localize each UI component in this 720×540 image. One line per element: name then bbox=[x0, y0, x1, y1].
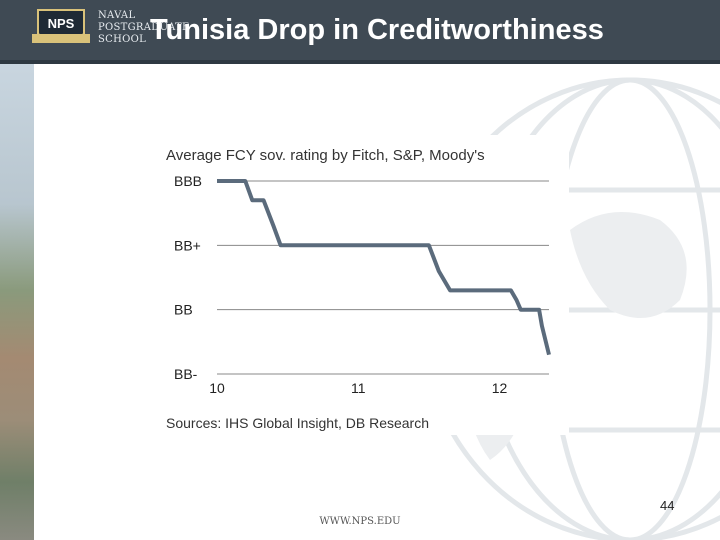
slide-header: NPS NAVAL POSTGRADUATE SCHOOL Tunisia Dr… bbox=[0, 0, 720, 60]
school-line-2: POSTGRADUATE bbox=[98, 22, 190, 33]
y-tick-label: BB- bbox=[174, 366, 198, 382]
nps-shield-logo: NPS bbox=[32, 9, 90, 43]
logo-text: NPS bbox=[48, 16, 75, 31]
header-divider bbox=[0, 60, 720, 64]
y-tick-label: BB+ bbox=[174, 237, 201, 253]
series-line bbox=[217, 179, 551, 356]
rating-line-chart: Average FCY sov. rating by Fitch, S&P, M… bbox=[166, 147, 551, 431]
chart-panel: Average FCY sov. rating by Fitch, S&P, M… bbox=[153, 135, 569, 435]
footer-website: WWW.NPS.EDU bbox=[319, 516, 401, 527]
campus-photo-strip bbox=[0, 60, 34, 540]
school-line-3: SCHOOL bbox=[98, 34, 147, 45]
school-line-1: NAVAL bbox=[98, 10, 136, 21]
x-tick-label: 12 bbox=[492, 380, 508, 396]
school-name: NAVAL POSTGRADUATE SCHOOL bbox=[98, 10, 190, 46]
x-tick-label: 10 bbox=[209, 380, 225, 396]
slide-title: Tunisia Drop in Creditworthiness bbox=[150, 14, 604, 46]
page-number: 44 bbox=[660, 498, 675, 513]
y-tick-label: BB bbox=[174, 302, 193, 318]
chart-title: Average FCY sov. rating by Fitch, S&P, M… bbox=[166, 147, 485, 164]
y-tick-label: BBB bbox=[174, 173, 202, 189]
x-tick-label: 11 bbox=[351, 380, 366, 396]
chart-source: Sources: IHS Global Insight, DB Research bbox=[166, 415, 429, 431]
